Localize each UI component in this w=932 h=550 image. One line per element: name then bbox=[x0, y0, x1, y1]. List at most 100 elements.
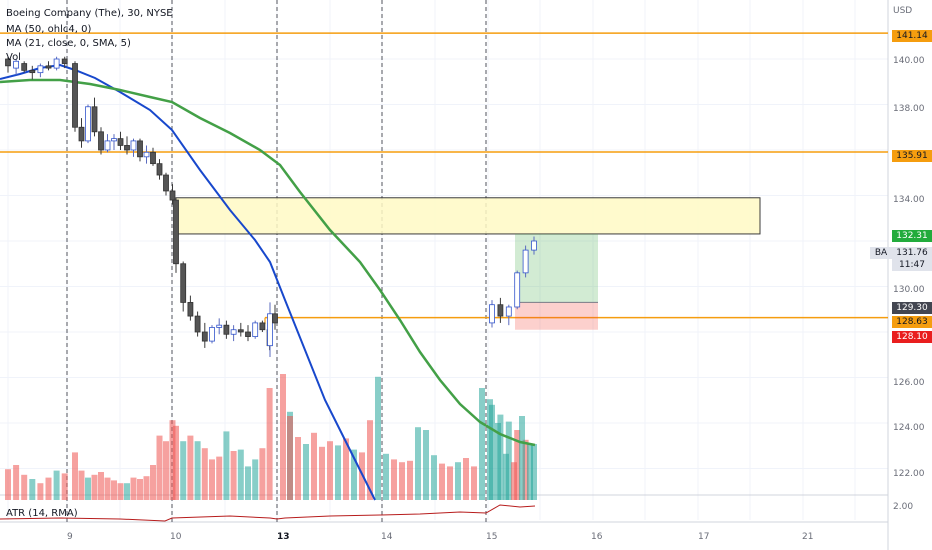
volume-bar bbox=[511, 462, 517, 500]
volume-bar bbox=[266, 388, 273, 500]
candle-body bbox=[13, 60, 20, 69]
volume-bar bbox=[280, 374, 286, 500]
candle-body bbox=[169, 190, 176, 201]
volume-bar bbox=[72, 452, 78, 500]
stop-area bbox=[515, 302, 598, 330]
volume-bar bbox=[407, 460, 413, 500]
price-tick: 138.00 bbox=[893, 104, 925, 114]
candle-body bbox=[61, 58, 68, 64]
volume-bars bbox=[5, 374, 537, 500]
candle-body bbox=[104, 140, 111, 151]
candle-body bbox=[173, 199, 179, 265]
volume-bar bbox=[527, 444, 533, 500]
candle-body bbox=[237, 329, 244, 333]
volume-bar bbox=[143, 476, 150, 500]
volume-bar bbox=[519, 416, 525, 500]
candle-body bbox=[223, 324, 230, 335]
time-tick: 21 bbox=[802, 532, 814, 542]
volume-bar bbox=[319, 446, 325, 500]
moving-averages bbox=[0, 63, 536, 501]
candle-body bbox=[143, 151, 150, 158]
atr-line bbox=[0, 504, 536, 522]
candle-body bbox=[45, 65, 52, 69]
candle-body bbox=[150, 151, 156, 165]
volume-bar bbox=[156, 435, 163, 500]
support-badge: 128.63 bbox=[892, 316, 932, 328]
volume-bar bbox=[61, 473, 68, 500]
candle-body bbox=[245, 331, 251, 337]
volume-bar bbox=[201, 448, 208, 500]
candle-body bbox=[230, 329, 237, 335]
take-profit-badge: 132.31 bbox=[892, 230, 932, 242]
candle-body bbox=[194, 315, 201, 333]
session-dividers bbox=[66, 0, 487, 522]
volume-bar bbox=[53, 470, 60, 500]
ticker-badge: BA bbox=[870, 247, 892, 259]
volume-bar bbox=[295, 437, 301, 500]
price-tick: 122.00 bbox=[893, 469, 925, 479]
volume-bar bbox=[455, 462, 461, 500]
volume-bar bbox=[21, 474, 28, 500]
candle-body bbox=[91, 106, 98, 133]
volume-bar bbox=[169, 420, 176, 500]
volume-bar bbox=[137, 479, 143, 500]
time-tick: 15 bbox=[486, 532, 498, 542]
volume-bar bbox=[383, 453, 389, 500]
volume-bar bbox=[111, 480, 117, 500]
volume-bar bbox=[303, 444, 309, 500]
ma21-line bbox=[0, 78, 536, 447]
ma50-legend[interactable]: MA (50, ohlc4, 0) bbox=[6, 24, 92, 35]
zone-rect bbox=[175, 197, 761, 235]
candle-body bbox=[29, 69, 36, 74]
volume-bar bbox=[45, 477, 52, 500]
volume-bar bbox=[522, 439, 529, 500]
currency-label: USD bbox=[893, 6, 913, 16]
volume-bar bbox=[216, 456, 223, 500]
candle-body bbox=[272, 313, 278, 324]
last-price-badge: 131.76 bbox=[892, 247, 932, 259]
volume-legend[interactable]: Vol bbox=[6, 52, 21, 63]
candle-body bbox=[163, 174, 169, 192]
ma21-legend[interactable]: MA (21, close, 0, SMA, 5) bbox=[6, 38, 131, 49]
volume-bar bbox=[391, 459, 397, 500]
candle-body bbox=[5, 58, 11, 67]
atr-tick: 2.00 bbox=[893, 502, 914, 512]
price-tick: 140.00 bbox=[893, 56, 925, 66]
candle-body bbox=[21, 63, 28, 71]
volume-bar bbox=[91, 474, 98, 500]
candle-body bbox=[156, 163, 163, 176]
volume-bar bbox=[130, 477, 137, 500]
volume-bar bbox=[471, 466, 477, 500]
volume-bar bbox=[423, 430, 429, 500]
volume-bar bbox=[209, 459, 215, 500]
candle-body bbox=[180, 263, 187, 303]
candle-body bbox=[252, 322, 259, 337]
time-tick: 16 bbox=[591, 532, 603, 542]
price-tick: 130.00 bbox=[893, 285, 925, 295]
volume-bar bbox=[230, 451, 237, 500]
candle-body bbox=[53, 58, 60, 69]
atr-legend[interactable]: ATR (14, RMA) bbox=[6, 508, 78, 519]
volume-bar bbox=[13, 465, 20, 500]
volume-bar bbox=[223, 431, 230, 500]
volume-bar bbox=[351, 449, 357, 500]
volume-bar bbox=[117, 483, 124, 500]
long-position-tool bbox=[515, 233, 598, 330]
volume-bar bbox=[37, 483, 44, 500]
volume-bar bbox=[463, 458, 469, 500]
candle-body bbox=[37, 65, 44, 74]
volume-bar bbox=[335, 445, 341, 500]
volume-bar bbox=[78, 470, 85, 500]
volume-bar bbox=[5, 469, 11, 500]
candle-body bbox=[531, 240, 537, 251]
time-tick: 13 bbox=[277, 532, 290, 542]
volume-bar bbox=[487, 399, 493, 500]
candle-body bbox=[187, 302, 194, 317]
volume-bar bbox=[399, 462, 405, 500]
countdown-badge: 11:47 bbox=[892, 259, 932, 271]
time-tick: 17 bbox=[698, 532, 710, 542]
candle-body bbox=[130, 140, 137, 151]
candle-body bbox=[201, 331, 208, 342]
candlesticks bbox=[5, 56, 537, 358]
